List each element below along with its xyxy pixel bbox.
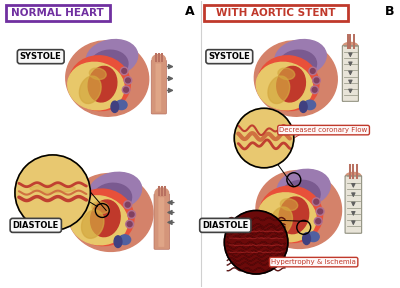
- Text: DIASTOLE: DIASTOLE: [13, 221, 59, 230]
- Ellipse shape: [311, 86, 318, 94]
- Text: SYSTOLE: SYSTOLE: [208, 52, 250, 61]
- Text: DIASTOLE: DIASTOLE: [202, 221, 248, 230]
- Ellipse shape: [277, 169, 330, 207]
- Ellipse shape: [69, 56, 130, 111]
- Ellipse shape: [316, 219, 321, 223]
- Text: Hypertrophy & Ischemia: Hypertrophy & Ischemia: [271, 259, 356, 265]
- Ellipse shape: [254, 41, 337, 116]
- Text: SYSTOLE: SYSTOLE: [20, 52, 62, 61]
- Ellipse shape: [129, 212, 134, 217]
- FancyBboxPatch shape: [156, 63, 161, 111]
- Ellipse shape: [343, 42, 358, 50]
- Ellipse shape: [277, 67, 306, 102]
- Ellipse shape: [125, 202, 130, 207]
- Ellipse shape: [126, 78, 130, 83]
- Text: A: A: [185, 5, 194, 18]
- Ellipse shape: [278, 68, 295, 79]
- Ellipse shape: [281, 180, 320, 210]
- FancyBboxPatch shape: [342, 46, 358, 101]
- Ellipse shape: [258, 56, 319, 111]
- FancyBboxPatch shape: [345, 176, 362, 233]
- Ellipse shape: [90, 50, 128, 79]
- Ellipse shape: [116, 100, 127, 110]
- Ellipse shape: [280, 199, 298, 211]
- Ellipse shape: [79, 76, 101, 104]
- Ellipse shape: [300, 101, 307, 112]
- Ellipse shape: [126, 220, 134, 228]
- Ellipse shape: [124, 88, 128, 92]
- Ellipse shape: [346, 173, 361, 180]
- Ellipse shape: [30, 185, 75, 193]
- Ellipse shape: [270, 207, 292, 235]
- Ellipse shape: [71, 189, 134, 246]
- Ellipse shape: [88, 172, 142, 210]
- Ellipse shape: [312, 198, 320, 206]
- Ellipse shape: [119, 235, 131, 245]
- Ellipse shape: [120, 67, 128, 75]
- Ellipse shape: [279, 197, 309, 234]
- Ellipse shape: [303, 233, 310, 245]
- Text: Decreased coronary Flow: Decreased coronary Flow: [280, 127, 368, 133]
- Ellipse shape: [309, 67, 316, 75]
- Ellipse shape: [86, 39, 138, 76]
- Ellipse shape: [124, 201, 132, 209]
- Ellipse shape: [260, 186, 322, 242]
- Ellipse shape: [128, 211, 136, 218]
- Ellipse shape: [90, 200, 120, 237]
- Ellipse shape: [89, 68, 106, 79]
- Ellipse shape: [268, 76, 290, 104]
- Ellipse shape: [256, 62, 313, 110]
- Ellipse shape: [68, 62, 124, 110]
- Ellipse shape: [152, 54, 166, 64]
- FancyBboxPatch shape: [151, 60, 166, 114]
- Ellipse shape: [122, 69, 126, 73]
- Ellipse shape: [304, 100, 316, 110]
- Ellipse shape: [66, 41, 149, 116]
- Ellipse shape: [256, 170, 342, 249]
- Ellipse shape: [124, 77, 132, 84]
- Ellipse shape: [122, 86, 130, 94]
- FancyBboxPatch shape: [6, 5, 110, 21]
- Circle shape: [224, 211, 288, 274]
- Ellipse shape: [313, 77, 320, 84]
- Ellipse shape: [312, 88, 317, 92]
- Ellipse shape: [92, 202, 109, 214]
- Ellipse shape: [275, 39, 326, 76]
- Ellipse shape: [82, 210, 104, 238]
- Ellipse shape: [310, 69, 315, 73]
- Ellipse shape: [68, 174, 153, 251]
- Text: WITH AORTIC STENT: WITH AORTIC STENT: [216, 8, 336, 18]
- Ellipse shape: [111, 101, 118, 112]
- Ellipse shape: [258, 193, 316, 242]
- Ellipse shape: [93, 183, 132, 213]
- Circle shape: [15, 155, 90, 230]
- Text: NORMAL HEART: NORMAL HEART: [11, 8, 104, 18]
- Circle shape: [234, 108, 294, 168]
- FancyBboxPatch shape: [154, 194, 170, 249]
- FancyBboxPatch shape: [158, 197, 164, 247]
- FancyBboxPatch shape: [204, 5, 348, 21]
- Ellipse shape: [314, 217, 322, 225]
- Ellipse shape: [308, 232, 319, 242]
- Ellipse shape: [314, 199, 319, 204]
- Ellipse shape: [88, 67, 117, 102]
- Ellipse shape: [316, 208, 324, 215]
- Ellipse shape: [279, 50, 316, 79]
- Ellipse shape: [314, 78, 319, 83]
- Ellipse shape: [127, 222, 132, 227]
- Ellipse shape: [70, 196, 128, 245]
- Ellipse shape: [318, 209, 322, 214]
- Ellipse shape: [155, 188, 169, 198]
- Text: B: B: [385, 5, 395, 18]
- Ellipse shape: [114, 236, 122, 247]
